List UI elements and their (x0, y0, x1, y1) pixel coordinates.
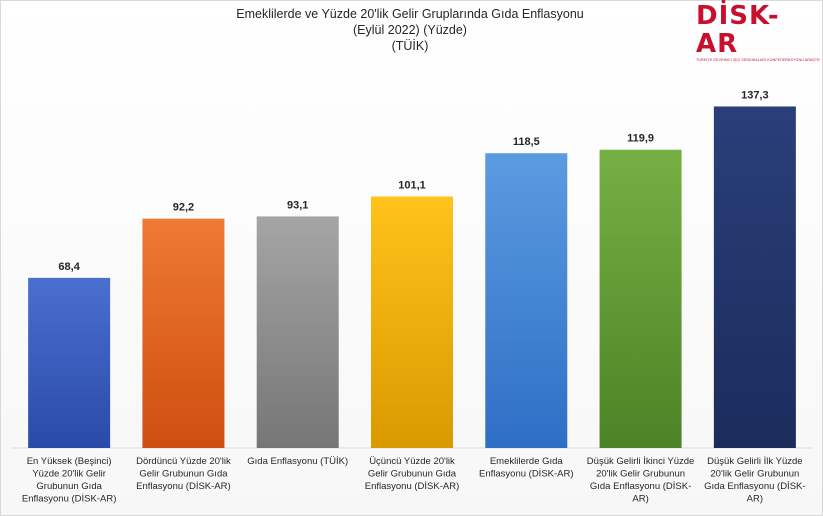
category-label-2: Dördüncü Yüzde 20'lik Gelir Grubunun Gıda… (136, 456, 231, 492)
bar-1 (28, 277, 111, 448)
logo-subtitle: TÜRKİYE DEVRİMCİ İŞÇİ SENDİKALARI KONFED… (696, 58, 820, 62)
bar-4 (371, 196, 453, 448)
value-label-2: 92,2 (173, 202, 194, 214)
bars-group: 68,4 En Yüksek (Beşinci) Yüzde 20'lik Geli… (22, 89, 806, 504)
bar-7 (713, 106, 796, 448)
bar-3 (256, 216, 339, 448)
value-label-4: 101,1 (398, 180, 426, 192)
category-label-1: En Yüksek (Beşinci) Yüzde 20'lik Gelir Gru… (22, 456, 117, 505)
category-label-7: Düşük Gelirli İlk Yüzde 20'lik Gelir Grub… (704, 456, 805, 505)
value-label-7: 137,3 (741, 89, 769, 101)
value-label-3: 93,1 (287, 199, 308, 211)
chart-title-line3: (TÜİK) (391, 39, 429, 53)
value-label-5: 118,5 (513, 136, 540, 148)
category-label-3: Gıda Enflasyonu (TÜİK) (247, 456, 348, 467)
value-label-6: 119,9 (627, 133, 654, 145)
bar-5 (485, 153, 568, 448)
value-label-1: 68,4 (58, 261, 80, 273)
disk-ar-logo: DİSK-AR TÜRKİYE DEVRİMCİ İŞÇİ SENDİKALAR… (692, 2, 820, 62)
category-label-5: Emeklilerde Gıda Enflasyonu (DİSK-AR) (479, 456, 574, 480)
category-label-4: Üçüncü Yüzde 20'lik Gelir Grubunun Gıda En… (365, 456, 460, 492)
chart-title-line1: Emeklilerde ve Yüzde 20'lik Gelir Grupla… (236, 7, 584, 21)
bar-2 (142, 218, 225, 448)
chart-title: Emeklilerde ve Yüzde 20'lik Gelir Grupla… (110, 6, 710, 54)
chart-title-line2: (Eylül 2022) (Yüzde) (353, 23, 467, 37)
category-label-6: Düşük Gelirli İkinci Yüzde 20'lik Gelir G… (587, 456, 695, 505)
bar-6 (599, 149, 682, 448)
logo-wordmark: DİSK-AR (696, 1, 780, 59)
